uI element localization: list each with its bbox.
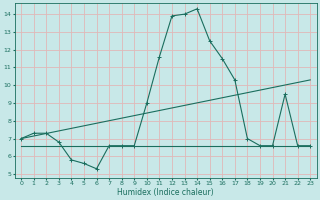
X-axis label: Humidex (Indice chaleur): Humidex (Indice chaleur) [117, 188, 214, 197]
